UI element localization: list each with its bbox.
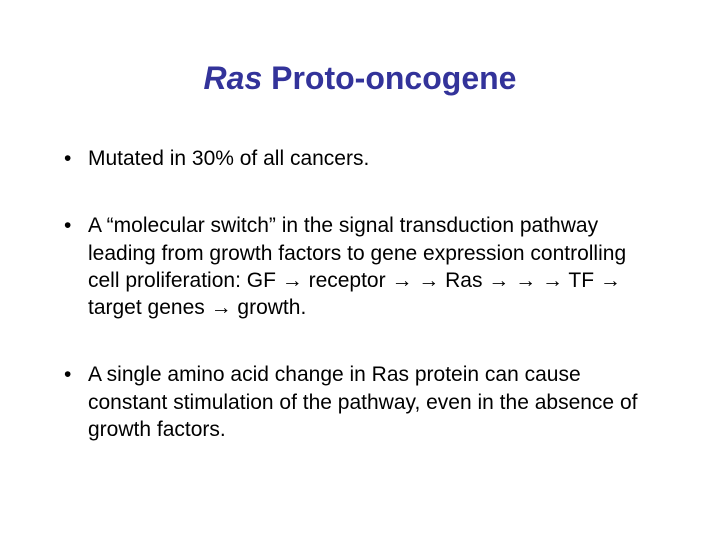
bullet-list: Mutated in 30% of all cancers. A “molecu… bbox=[60, 145, 660, 443]
slide: Ras Proto-oncogene Mutated in 30% of all… bbox=[0, 0, 720, 540]
bullet-item: A “molecular switch” in the signal trans… bbox=[88, 212, 660, 321]
slide-title: Ras Proto-oncogene bbox=[60, 60, 660, 97]
bullet-item: A single amino acid change in Ras protei… bbox=[88, 361, 660, 443]
title-rest-part: Proto-oncogene bbox=[262, 60, 516, 96]
title-italic-part: Ras bbox=[204, 60, 263, 96]
bullet-item: Mutated in 30% of all cancers. bbox=[88, 145, 660, 172]
